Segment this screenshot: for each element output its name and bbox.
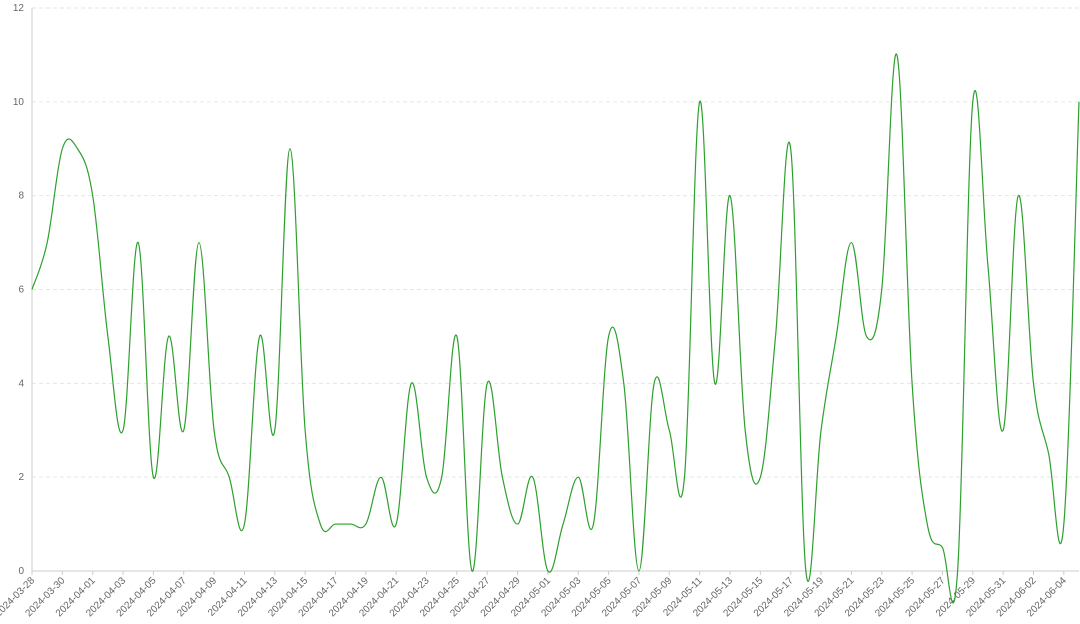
y-tick-label: 10 [13, 97, 25, 108]
y-tick-label: 8 [18, 191, 24, 202]
y-tick-label: 6 [18, 285, 24, 296]
line [31, 53, 1080, 604]
y-tick-label: 2 [18, 472, 24, 483]
y-tick-label: 12 [13, 3, 25, 14]
y-tick-label: 0 [18, 566, 24, 577]
y-tick-label: 4 [18, 378, 24, 389]
